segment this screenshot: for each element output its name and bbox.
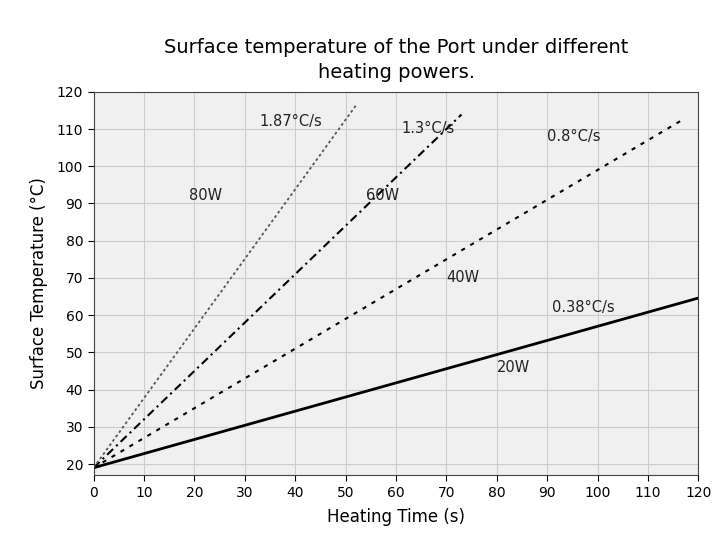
X-axis label: Heating Time (s): Heating Time (s) xyxy=(327,508,465,526)
Text: 40W: 40W xyxy=(446,271,480,285)
Text: 20W: 20W xyxy=(497,360,530,375)
Text: 0.38°C/s: 0.38°C/s xyxy=(552,300,615,315)
Text: 1.87°C/s: 1.87°C/s xyxy=(260,114,323,129)
Title: Surface temperature of the Port under different
heating powers.: Surface temperature of the Port under di… xyxy=(164,38,628,82)
Text: 0.8°C/s: 0.8°C/s xyxy=(547,129,600,144)
Y-axis label: Surface Temperature (°C): Surface Temperature (°C) xyxy=(30,178,48,389)
Text: 80W: 80W xyxy=(189,188,222,204)
Text: 1.3°C/s: 1.3°C/s xyxy=(401,122,454,137)
Text: 60W: 60W xyxy=(366,188,399,204)
